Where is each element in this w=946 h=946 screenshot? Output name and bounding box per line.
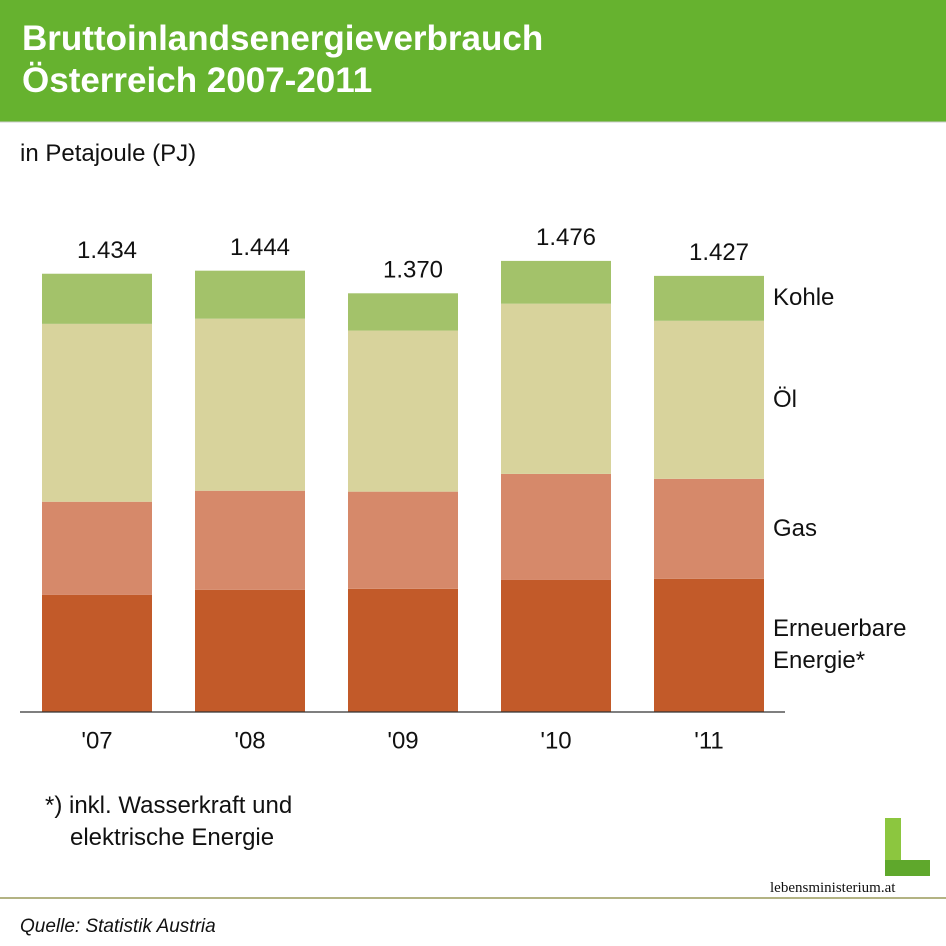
x-tick-label: '09 (387, 727, 418, 754)
bar-segment (195, 318, 305, 491)
legend-label: Gas (773, 514, 818, 542)
total-label: 1.370 (383, 257, 443, 284)
total-label: 1.476 (536, 224, 596, 251)
legend-label: Erneuerbare Energie* (773, 615, 907, 675)
total-label: 1.434 (77, 237, 137, 264)
bar-segment (348, 588, 458, 712)
legend-label: Kohle (773, 284, 835, 312)
bar-segment (654, 578, 764, 712)
bar-segment (42, 594, 152, 712)
header-band (0, 0, 946, 122)
chart-title: Bruttoinlandsenergieverbrauch Österreich… (22, 19, 544, 100)
total-label: 1.427 (689, 239, 749, 266)
x-tick-label: '10 (540, 727, 571, 754)
bar-segment (501, 579, 611, 712)
bar-segment (654, 275, 764, 321)
logo-mark (885, 818, 930, 876)
x-tick-label: '11 (694, 727, 724, 754)
bar-segment (195, 490, 305, 590)
bar-segment (348, 491, 458, 589)
logo-text: lebensministerium.at (770, 880, 896, 896)
legend-label: Öl (773, 385, 797, 413)
total-label: 1.444 (230, 234, 290, 261)
x-tick-label: '07 (81, 727, 112, 754)
bar-segment (42, 501, 152, 595)
bar-segment (501, 303, 611, 474)
bar-segment (501, 260, 611, 304)
bar-segment (501, 473, 611, 580)
bar-segment (348, 293, 458, 331)
bar-segment (348, 330, 458, 492)
bar-segment (42, 323, 152, 502)
x-tick-label: '08 (234, 727, 265, 754)
bar-segment (195, 589, 305, 712)
source: Quelle: Statistik Austria (20, 916, 216, 937)
subtitle: in Petajoule (PJ) (20, 140, 197, 167)
footnote: *) inkl. Wasserkraft und elektrische Ene… (45, 792, 293, 851)
bar-segment (42, 273, 152, 324)
bar-segment (654, 478, 764, 579)
bar-segment (654, 320, 764, 479)
bar-segment (195, 270, 305, 319)
